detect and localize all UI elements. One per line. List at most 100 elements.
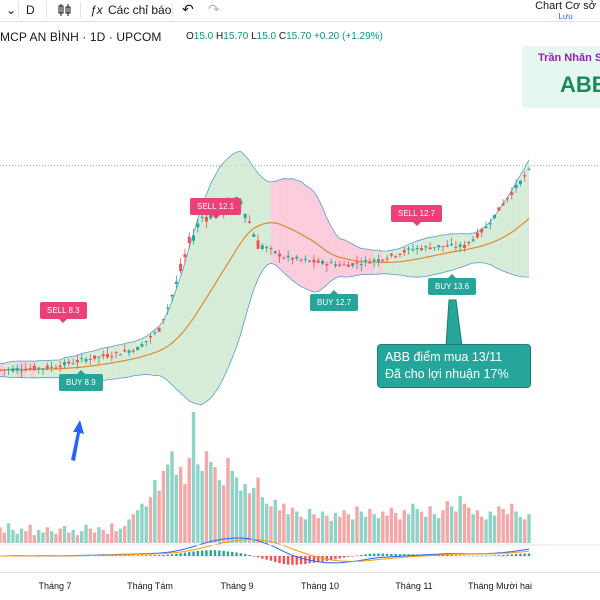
volume-bar — [97, 527, 101, 543]
volume-bar — [62, 525, 67, 543]
undo-icon[interactable]: ↶ — [182, 1, 194, 17]
candles-icon[interactable] — [58, 3, 72, 20]
macd-histogram-bar — [497, 555, 501, 556]
candle-body — [355, 262, 359, 264]
candle-body — [321, 261, 325, 264]
volume-bar — [522, 519, 527, 543]
candle-body — [432, 247, 436, 249]
volume-bar — [299, 516, 303, 543]
volume-bar — [260, 497, 265, 543]
redo-icon[interactable]: ↷ — [208, 1, 220, 17]
volume-bar — [221, 485, 226, 543]
time-axis[interactable]: Tháng 7 Tháng Tám Tháng 9 Tháng 10 Tháng… — [0, 572, 600, 600]
volume-bar — [445, 501, 449, 543]
macd-histogram-bar — [231, 551, 234, 556]
macd-histogram-bar — [519, 553, 522, 556]
volume-bar — [80, 531, 84, 543]
volume-bar — [15, 533, 19, 543]
macd-histogram-bar — [493, 555, 496, 556]
close-value: 15.70 — [286, 31, 312, 42]
price-chart[interactable] — [0, 40, 600, 572]
band-fill-segment — [180, 262, 185, 398]
chart-layout-name[interactable]: Chart Cơ sở — [535, 0, 596, 12]
macd-histogram-bar — [372, 553, 376, 556]
volume-bar — [307, 508, 312, 543]
layout-menu[interactable]: Chart Cơ sở Lưu — [535, 0, 596, 21]
candle-body — [411, 249, 415, 251]
volume-bar — [505, 514, 510, 543]
candle-body — [106, 353, 110, 358]
author-badge: Trần Nhân S ABB — [522, 46, 600, 108]
volume-bar — [385, 515, 389, 543]
indicators-button[interactable]: Các chỉ báo — [108, 3, 172, 17]
volume-bar — [398, 519, 402, 543]
volume-bar — [54, 533, 58, 543]
macd-histogram-bar — [265, 556, 268, 560]
macd-histogram-bar — [170, 554, 174, 556]
volume-bar — [359, 511, 363, 543]
change-value: +0.20 (+1.29%) — [313, 31, 383, 42]
macd-histogram-bar — [403, 554, 406, 556]
band-fill-segment — [507, 190, 512, 275]
volume-bar — [273, 499, 277, 543]
volume-bar — [105, 533, 110, 543]
candle-body — [15, 368, 19, 371]
toolbar-divider — [18, 2, 19, 18]
volume-bar — [247, 493, 252, 543]
toolbar-divider — [80, 2, 81, 18]
up-arrow-icon — [71, 420, 84, 461]
band-fill-segment — [172, 289, 177, 390]
volume-bar — [234, 477, 239, 543]
candle-body — [256, 240, 260, 249]
macd-histogram-bar — [441, 554, 445, 556]
chevron-down-icon[interactable]: ⌄ — [6, 3, 17, 17]
volume-bar — [135, 510, 140, 543]
candle-body — [192, 235, 196, 241]
band-fill-segment — [258, 173, 263, 280]
band-fill-segment — [240, 151, 246, 335]
candle-body — [398, 253, 402, 255]
candle-body — [480, 229, 484, 233]
macd-histogram-bar — [446, 554, 449, 556]
macd-histogram-bar — [291, 556, 294, 565]
volume-bar — [157, 490, 161, 543]
volume-bar — [393, 512, 398, 543]
candle-body — [493, 214, 497, 219]
volume-bar — [441, 510, 445, 543]
band-fill-segment — [313, 191, 319, 293]
volume-bar — [333, 512, 338, 543]
candle-body — [20, 370, 24, 372]
macd-histogram-bar — [407, 554, 410, 556]
candle-body — [514, 185, 518, 189]
interval-button[interactable]: D — [26, 3, 35, 17]
macd-histogram-bar — [454, 555, 458, 556]
band-fill-segment — [163, 311, 168, 381]
candle-body — [71, 363, 75, 365]
volume-bar — [514, 511, 518, 543]
macd-histogram-bar — [368, 553, 372, 556]
candle-body — [149, 335, 153, 338]
band-fill-segment — [494, 210, 499, 270]
volume-bar — [92, 532, 97, 543]
band-fill-segment — [481, 225, 486, 264]
volume-bar — [454, 511, 458, 543]
band-fill-segment — [154, 326, 160, 376]
save-button[interactable]: Lưu — [558, 12, 573, 21]
sell-signal-label: SELL 8.3 — [40, 302, 87, 323]
volume-bar — [269, 506, 273, 543]
candle-body — [450, 244, 454, 246]
band-fill-segment — [335, 233, 340, 278]
volume-bar — [389, 507, 394, 543]
candle-body — [342, 264, 346, 266]
macd-histogram-bar — [317, 556, 320, 563]
macd-histogram-bar — [471, 555, 475, 557]
indicators-icon[interactable]: ƒx — [90, 3, 103, 17]
macd-histogram-bar — [269, 556, 273, 561]
volume-bar — [295, 511, 299, 543]
macd-histogram-bar — [484, 555, 488, 557]
macd-histogram-bar — [347, 556, 350, 557]
macd-histogram-bar — [218, 550, 221, 556]
macd-histogram-bar — [338, 556, 341, 559]
volume-bar — [67, 532, 71, 543]
band-fill-segment — [197, 204, 203, 405]
